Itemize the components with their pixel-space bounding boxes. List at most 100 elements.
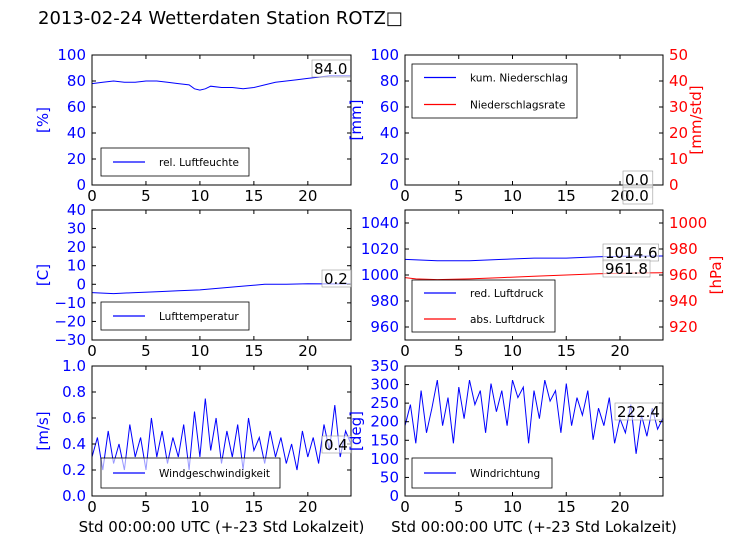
y-tick-label-precipitation-4: 80: [380, 72, 399, 90]
x-tick-label-pressure-3: 15: [557, 342, 576, 360]
panel-pressure: 0 5 10 15 20 960 980 1000 1020 1040 920 940 960 980 10…: [361, 209, 725, 360]
y2-tick-label-pressure-2: 960: [669, 266, 698, 284]
x-axis-label-wind_direction: Std 00:00:00 UTC (+-23 Std Lokalzeit): [391, 518, 677, 536]
x-tick-label-wind_direction-3: 15: [557, 498, 576, 516]
y-axis-label-humidity: [%]: [34, 107, 52, 133]
x-tick-label-precipitation-1: 5: [454, 187, 464, 205]
last-value-label-humidity-0: 84.0: [314, 60, 347, 78]
y-axis-label-precipitation: [mm]: [347, 100, 365, 141]
legend-label-precipitation-0: kum. Niederschlag: [470, 73, 568, 85]
y-axis-label-temperature: [C]: [34, 264, 52, 286]
plot-frame-precipitation: [404, 54, 664, 186]
x-tick-label-precipitation-3: 15: [557, 187, 576, 205]
y-tick-label-pressure-0: 960: [370, 318, 399, 336]
x-tick-label-pressure-4: 20: [610, 342, 629, 360]
x-tick-label-pressure-2: 10: [503, 342, 522, 360]
last-value-box-temperature-0: [321, 269, 353, 288]
y-tick-label-humidity-0: 0: [76, 176, 86, 194]
y-tick-label-temperature-5: 20: [67, 238, 86, 256]
legend-wind_speed: Windgeschwindigkeit: [100, 457, 281, 489]
last-value-box-pressure-1: [602, 259, 651, 278]
x-tick-label-precipitation-0: 0: [400, 187, 410, 205]
y2-tick-label-pressure-3: 980: [669, 240, 698, 258]
y-tick-label-wind_speed-0: 0.0: [62, 487, 86, 505]
series-line-temperature-0: [92, 283, 351, 295]
y-tick-label-temperature-6: 30: [67, 220, 86, 238]
y-tick-label-wind_direction-7: 350: [370, 357, 399, 375]
y2-tick-label-precipitation-0: 0: [669, 176, 679, 194]
x-tick-label-temperature-0: 0: [87, 342, 97, 360]
y-tick-label-wind_speed-1: 0.2: [62, 461, 86, 479]
y-tick-label-precipitation-5: 100: [370, 46, 399, 64]
plot-frame-humidity: [91, 54, 352, 186]
y-tick-label-wind_speed-2: 0.4: [62, 435, 86, 453]
x-tick-label-humidity-2: 10: [190, 187, 209, 205]
legend-box-precipitation: [411, 63, 578, 119]
y-tick-label-humidity-3: 60: [67, 98, 86, 116]
y2-tick-label-precipitation-1: 10: [669, 150, 688, 168]
last-value-label-precipitation-0: 0.0: [625, 171, 649, 189]
y-axis-label-wind_direction: [deg]: [347, 411, 365, 451]
last-value-label-pressure-0: 1014.6: [605, 244, 658, 262]
y-tick-label-pressure-2: 1000: [361, 266, 399, 284]
y-tick-label-humidity-1: 20: [67, 150, 86, 168]
y-tick-label-temperature-1: −20: [54, 312, 86, 330]
x-tick-label-temperature-3: 15: [244, 342, 263, 360]
y2-axis-label-precipitation: [mm/std]: [687, 85, 705, 154]
series-line-humidity-0: [92, 75, 351, 91]
legend-box-pressure: [411, 279, 556, 333]
x-tick-label-temperature-4: 20: [298, 342, 317, 360]
y-tick-label-temperature-3: 0: [76, 275, 86, 293]
x-tick-label-humidity-3: 15: [244, 187, 263, 205]
x-tick-label-humidity-0: 0: [87, 187, 97, 205]
y-tick-label-pressure-1: 980: [370, 292, 399, 310]
y-tick-label-temperature-0: −30: [54, 331, 86, 349]
y-tick-label-wind_direction-1: 50: [380, 468, 399, 486]
last-value-label-wind_direction-0: 222.4: [617, 403, 660, 421]
y-tick-label-precipitation-2: 40: [380, 124, 399, 142]
y-tick-label-humidity-4: 80: [67, 72, 86, 90]
y-tick-label-pressure-4: 1040: [361, 214, 399, 232]
y-tick-label-humidity-2: 40: [67, 124, 86, 142]
x-tick-label-wind_speed-1: 5: [141, 498, 151, 516]
legend-label-wind_speed-0: Windgeschwindigkeit: [159, 468, 270, 480]
panel-humidity: 0 5 10 15 20 0 20 40 60 80 100 [%] rel. Luftfeuchte 8…: [34, 46, 352, 205]
y2-tick-label-pressure-0: 920: [669, 318, 698, 336]
last-value-label-temperature-0: 0.2: [324, 270, 348, 288]
x-tick-label-wind_direction-4: 20: [610, 498, 629, 516]
y-tick-label-wind_speed-4: 0.8: [62, 383, 86, 401]
y-tick-label-wind_direction-6: 300: [370, 376, 399, 394]
y-tick-label-wind_direction-2: 100: [370, 450, 399, 468]
legend-label-wind_direction-0: Windrichtung: [470, 468, 540, 480]
x-tick-label-wind_direction-2: 10: [503, 498, 522, 516]
y-tick-label-wind_speed-5: 1.0: [62, 357, 86, 375]
x-tick-label-wind_speed-2: 10: [190, 498, 209, 516]
y-tick-label-temperature-4: 10: [67, 257, 86, 275]
y-tick-label-temperature-2: −10: [54, 294, 86, 312]
last-value-label-precipitation-1: 0.0: [625, 187, 649, 205]
legend-label-temperature-0: Lufttemperatur: [159, 311, 239, 323]
y2-tick-label-precipitation-3: 30: [669, 98, 688, 116]
y-tick-label-precipitation-1: 20: [380, 150, 399, 168]
page-title: 2013-02-24 Wetterdaten Station ROTZ□: [38, 8, 403, 29]
y-axis-label-wind_speed: [m/s]: [34, 411, 52, 450]
panel-temperature: 0 5 10 15 20−30−20−10010203040[C]Lufttempera…: [34, 201, 353, 360]
y2-tick-label-pressure-1: 940: [669, 292, 698, 310]
legend-temperature: Lufttemperatur: [100, 301, 250, 331]
legend-pressure: red. Luftdruck abs. Luftdruck: [411, 279, 556, 333]
x-axis-label-wind_speed: Std 00:00:00 UTC (+-23 Std Lokalzeit): [79, 518, 365, 536]
y-tick-label-precipitation-0: 0: [389, 176, 399, 194]
x-tick-label-humidity-1: 5: [141, 187, 151, 205]
y2-axis-label-pressure: [hPa]: [707, 256, 725, 295]
x-tick-label-precipitation-2: 10: [503, 187, 522, 205]
x-tick-label-temperature-2: 10: [190, 342, 209, 360]
legend-label-pressure-0: red. Luftdruck: [470, 288, 544, 300]
x-tick-label-wind_speed-4: 20: [298, 498, 317, 516]
x-tick-label-wind_speed-3: 15: [244, 498, 263, 516]
x-tick-label-pressure-0: 0: [400, 342, 410, 360]
panel-wind_speed: 0 5 10 15 20 0.0 0.2 0.4 0.6 0.8 1.0 [m/s] Std 00:00…: [34, 357, 364, 536]
x-tick-label-humidity-4: 20: [298, 187, 317, 205]
x-tick-label-pressure-1: 5: [454, 342, 464, 360]
